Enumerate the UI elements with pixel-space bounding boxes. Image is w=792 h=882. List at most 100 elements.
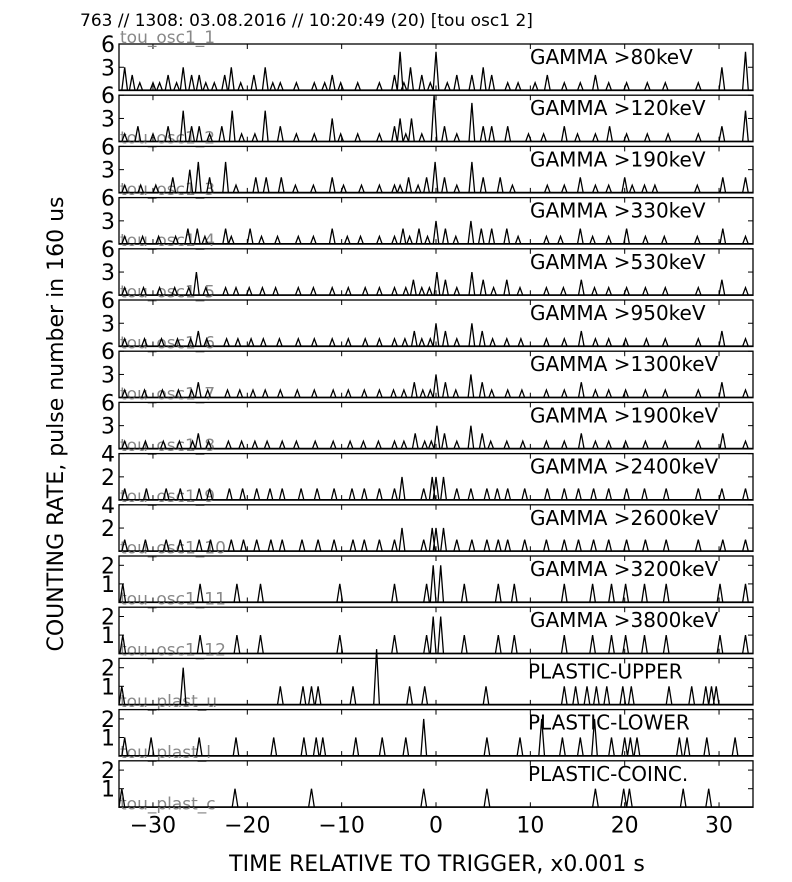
data-peak bbox=[231, 788, 239, 808]
x-tick-label: −20 bbox=[224, 813, 270, 838]
data-peak bbox=[253, 539, 261, 552]
data-peak bbox=[407, 67, 415, 91]
data-peak bbox=[375, 234, 383, 245]
data-peak bbox=[222, 228, 230, 245]
data-peak bbox=[174, 388, 182, 398]
data-peak bbox=[467, 488, 475, 501]
data-peak bbox=[175, 439, 183, 450]
data-peak bbox=[391, 439, 398, 450]
panel-id-label: tou_osc1_8 bbox=[120, 436, 215, 456]
y-tick-label: 3 bbox=[101, 210, 115, 235]
data-peak bbox=[227, 67, 235, 91]
data-peak bbox=[494, 634, 502, 654]
data-peak bbox=[483, 488, 491, 501]
data-peak bbox=[266, 488, 274, 501]
data-peak bbox=[641, 439, 649, 450]
data-peak bbox=[591, 336, 599, 347]
data-peak bbox=[542, 336, 550, 347]
data-peak bbox=[202, 80, 210, 91]
data-peak bbox=[276, 126, 284, 142]
data-peak bbox=[373, 649, 381, 705]
data-peak bbox=[460, 583, 468, 603]
data-peak bbox=[201, 234, 209, 245]
data-peak bbox=[121, 285, 129, 296]
data-peak bbox=[310, 80, 318, 91]
data-peak bbox=[423, 583, 431, 603]
data-peak bbox=[441, 330, 449, 347]
data-peak bbox=[344, 388, 352, 398]
data-peak bbox=[262, 177, 270, 194]
data-peak bbox=[294, 336, 302, 347]
data-peak bbox=[405, 177, 413, 194]
data-peak bbox=[121, 388, 129, 398]
data-peak bbox=[336, 634, 344, 654]
data-peak bbox=[192, 272, 200, 296]
data-peak bbox=[261, 67, 269, 91]
data-peak bbox=[291, 183, 299, 194]
data-peak bbox=[693, 183, 701, 194]
data-peak bbox=[741, 634, 749, 654]
data-peak bbox=[402, 285, 410, 296]
data-peak bbox=[694, 132, 702, 142]
data-peak bbox=[330, 488, 338, 501]
data-peak bbox=[196, 634, 204, 654]
data-peak bbox=[560, 539, 568, 552]
data-peak bbox=[468, 74, 476, 91]
data-peak bbox=[309, 285, 317, 296]
data-peak bbox=[488, 388, 496, 398]
data-peak bbox=[227, 539, 235, 552]
data-peak bbox=[187, 336, 195, 347]
panel-title: GAMMA >2600keV bbox=[530, 506, 719, 530]
y-tick-label: 2 bbox=[101, 466, 115, 491]
data-peak bbox=[202, 285, 210, 296]
data-peak bbox=[390, 388, 398, 398]
data-peak bbox=[623, 80, 631, 91]
data-peak bbox=[661, 285, 669, 296]
x-tick-label: 10 bbox=[516, 813, 544, 838]
data-peak bbox=[176, 488, 184, 501]
data-peak bbox=[633, 737, 641, 757]
y-tick-label: 2 bbox=[101, 554, 115, 579]
data-peak bbox=[510, 635, 518, 654]
data-peak bbox=[452, 234, 460, 245]
data-peak bbox=[218, 126, 226, 142]
data-peak bbox=[193, 228, 201, 245]
data-peak bbox=[694, 439, 702, 450]
data-peak bbox=[688, 686, 696, 706]
data-peak bbox=[642, 336, 650, 347]
data-peak bbox=[622, 336, 630, 347]
panel-id-label: tou_plast_c bbox=[120, 794, 216, 814]
data-peak bbox=[441, 177, 448, 194]
data-peak bbox=[605, 80, 613, 91]
data-peak bbox=[468, 323, 476, 347]
panel-id-label: tou_osc1_1 bbox=[120, 28, 215, 48]
data-peak bbox=[577, 279, 585, 296]
data-peak bbox=[540, 132, 548, 142]
data-peak bbox=[483, 737, 491, 757]
data-peak bbox=[467, 374, 475, 398]
data-peak bbox=[572, 686, 580, 706]
data-peak bbox=[391, 74, 398, 91]
panel-id-label: tou_osc1_4 bbox=[120, 231, 215, 251]
data-peak bbox=[560, 336, 568, 347]
data-peak bbox=[232, 183, 240, 194]
data-peak bbox=[253, 488, 261, 501]
data-peak bbox=[606, 126, 614, 142]
data-peak bbox=[137, 183, 145, 194]
data-peak bbox=[608, 737, 615, 757]
data-peak bbox=[257, 234, 265, 245]
data-peak bbox=[460, 635, 468, 654]
y-tick-label: 3 bbox=[101, 261, 115, 286]
data-peak bbox=[504, 388, 512, 398]
data-peak bbox=[741, 388, 749, 398]
data-peak bbox=[576, 737, 584, 757]
data-peak bbox=[278, 539, 286, 552]
data-peak bbox=[418, 336, 426, 347]
data-peak bbox=[375, 539, 383, 552]
data-peak bbox=[641, 234, 649, 245]
data-peak bbox=[257, 583, 264, 603]
data-peak bbox=[574, 131, 581, 142]
data-peak bbox=[605, 183, 613, 194]
data-peak bbox=[375, 388, 383, 398]
data-peak bbox=[591, 183, 599, 194]
